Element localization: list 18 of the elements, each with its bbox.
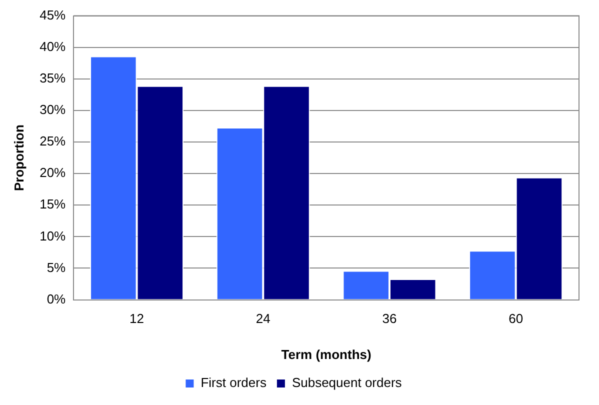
x-axis-title: Term (months) bbox=[281, 346, 372, 362]
y-tick-label: 40% bbox=[40, 38, 66, 54]
y-tick-label: 5% bbox=[46, 260, 66, 275]
y-tick-label: 35% bbox=[40, 70, 66, 86]
x-tick-label: 24 bbox=[256, 311, 270, 326]
y-tick-label: 15% bbox=[40, 196, 66, 212]
y-axis-title: Proportion bbox=[11, 124, 26, 192]
y-tick-label: 30% bbox=[40, 102, 66, 118]
y-tick-label: 25% bbox=[40, 134, 66, 149]
x-tick-label: 12 bbox=[130, 311, 144, 326]
y-tick-label: 20% bbox=[40, 165, 66, 180]
legend-label: Subsequent orders bbox=[292, 375, 402, 390]
x-tick-label: 36 bbox=[382, 311, 397, 326]
y-tick-label: 45% bbox=[40, 7, 66, 22]
y-tick-label: 0% bbox=[46, 291, 66, 306]
y-tick-label: 10% bbox=[40, 228, 66, 244]
legend-label: First orders bbox=[200, 375, 267, 390]
x-tick-label: 60 bbox=[508, 311, 524, 326]
